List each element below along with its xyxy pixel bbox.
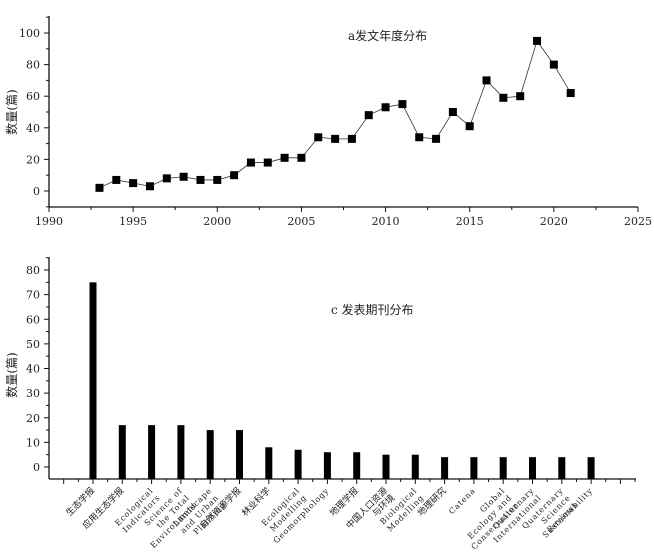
data-point-marker xyxy=(297,153,306,162)
chart-title: c 发表期刊分布 xyxy=(331,302,414,317)
bar xyxy=(148,425,156,479)
category-label: Catena xyxy=(447,486,477,516)
data-point-marker xyxy=(331,134,340,143)
bar xyxy=(118,425,126,479)
bar xyxy=(206,430,214,479)
bar xyxy=(265,447,273,479)
data-point-marker xyxy=(145,182,154,191)
x-tick-label: 2020 xyxy=(540,215,568,228)
y-tick-label: 40 xyxy=(26,363,40,376)
bar xyxy=(323,452,331,479)
data-point-marker xyxy=(196,175,205,184)
data-point-marker xyxy=(95,183,104,192)
data-point-marker xyxy=(112,175,121,184)
data-point-marker xyxy=(566,89,575,98)
x-tick-label: 2000 xyxy=(203,215,231,228)
y-tick-label: 50 xyxy=(26,338,40,351)
y-tick-label: 30 xyxy=(26,387,40,400)
y-tick-label: 20 xyxy=(26,153,40,166)
x-tick-label: 2025 xyxy=(624,215,652,228)
bar xyxy=(529,457,536,479)
data-point-marker xyxy=(179,172,188,181)
y-tick-label: 70 xyxy=(26,289,40,302)
data-point-marker xyxy=(381,103,390,112)
y-tick-label: 60 xyxy=(26,90,40,103)
y-tick-label: 80 xyxy=(26,59,40,72)
data-point-marker xyxy=(280,153,289,162)
y-tick-label: 60 xyxy=(26,313,40,326)
data-point-marker xyxy=(364,111,373,120)
bar xyxy=(294,449,302,479)
data-point-marker xyxy=(482,76,491,85)
y-axis-label: 数量(篇) xyxy=(4,352,19,397)
bar xyxy=(558,457,566,479)
data-point-marker xyxy=(448,108,457,116)
x-tick-label: 2010 xyxy=(372,215,400,228)
y-tick-label: 80 xyxy=(26,264,40,277)
y-tick-label: 40 xyxy=(26,122,40,135)
y-tick-label: 0 xyxy=(33,461,40,474)
x-tick-label: 2005 xyxy=(287,215,315,228)
data-point-marker xyxy=(246,158,255,167)
data-point-marker xyxy=(465,122,474,131)
bar xyxy=(411,454,419,479)
chart-title: a发文年度分布 xyxy=(348,28,427,43)
y-tick-label: 10 xyxy=(26,436,40,449)
bar xyxy=(499,457,507,479)
bar xyxy=(382,454,390,479)
annual-publication-chart: 0 20 40 60 80 100 1990 1995 2000 2005 2010 2015 2020… xyxy=(4,16,652,228)
data-point-marker xyxy=(549,60,558,69)
x-tick-label: 2015 xyxy=(456,215,484,228)
data-point-marker xyxy=(129,179,138,188)
y-tick-label: 100 xyxy=(19,27,40,40)
bar xyxy=(236,430,243,479)
svg-text:Catena: Catena xyxy=(447,486,477,516)
data-point-marker xyxy=(213,175,222,184)
bar xyxy=(470,457,478,479)
data-point-marker xyxy=(398,100,407,109)
x-tick-label: 1995 xyxy=(119,215,147,228)
data-point-marker xyxy=(230,171,239,180)
bar xyxy=(587,457,595,479)
y-tick-label: 20 xyxy=(26,412,40,425)
data-point-marker xyxy=(415,133,424,142)
bar xyxy=(177,425,185,479)
x-tick-label: 1990 xyxy=(35,215,63,228)
y-axis-label: 数量(篇) xyxy=(4,89,19,134)
data-point-marker xyxy=(499,93,508,102)
bar xyxy=(89,282,97,479)
data-point-marker xyxy=(533,36,542,45)
data-point-marker xyxy=(432,134,441,143)
bar xyxy=(441,457,449,479)
data-point-marker xyxy=(263,158,272,167)
series-line xyxy=(99,40,572,189)
y-tick-label: 0 xyxy=(33,185,40,198)
data-point-marker xyxy=(162,174,171,183)
data-point-marker xyxy=(314,133,323,142)
data-point-marker xyxy=(347,134,356,143)
bar xyxy=(353,452,361,479)
data-point-marker xyxy=(516,92,525,101)
